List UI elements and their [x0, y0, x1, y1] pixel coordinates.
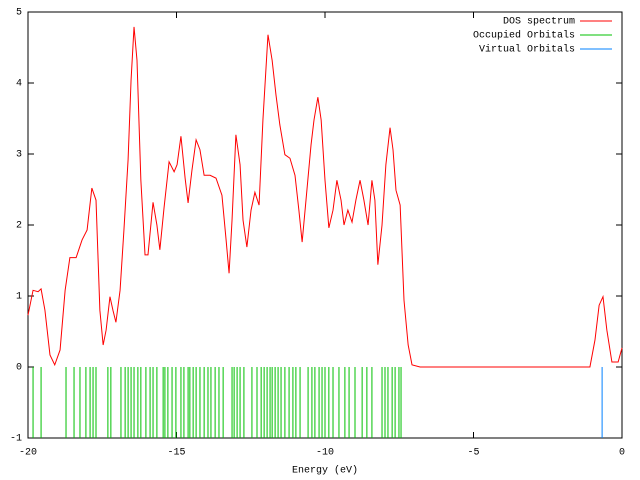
x-tick-label: -15 — [167, 448, 185, 459]
legend-label: Virtual Orbitals — [479, 44, 575, 56]
y-tick-label: 3 — [16, 150, 22, 161]
y-tick-label: 2 — [16, 221, 22, 232]
x-tick-label: 0 — [619, 448, 625, 459]
legend-label: Occupied Orbitals — [473, 30, 575, 42]
y-tick-label: 1 — [16, 292, 22, 303]
x-axis-label: Energy (eV) — [292, 465, 358, 477]
y-tick-label: 0 — [16, 363, 22, 374]
y-tick-label: 5 — [16, 8, 22, 19]
x-tick-label: -5 — [467, 448, 479, 459]
dos-line — [27, 26, 623, 368]
x-tick-label: -10 — [316, 448, 334, 459]
y-tick-label: -1 — [10, 434, 22, 445]
x-tick-label: -20 — [19, 448, 37, 459]
legend-label: DOS spectrum — [503, 17, 575, 28]
y-tick-label: 4 — [16, 79, 22, 90]
